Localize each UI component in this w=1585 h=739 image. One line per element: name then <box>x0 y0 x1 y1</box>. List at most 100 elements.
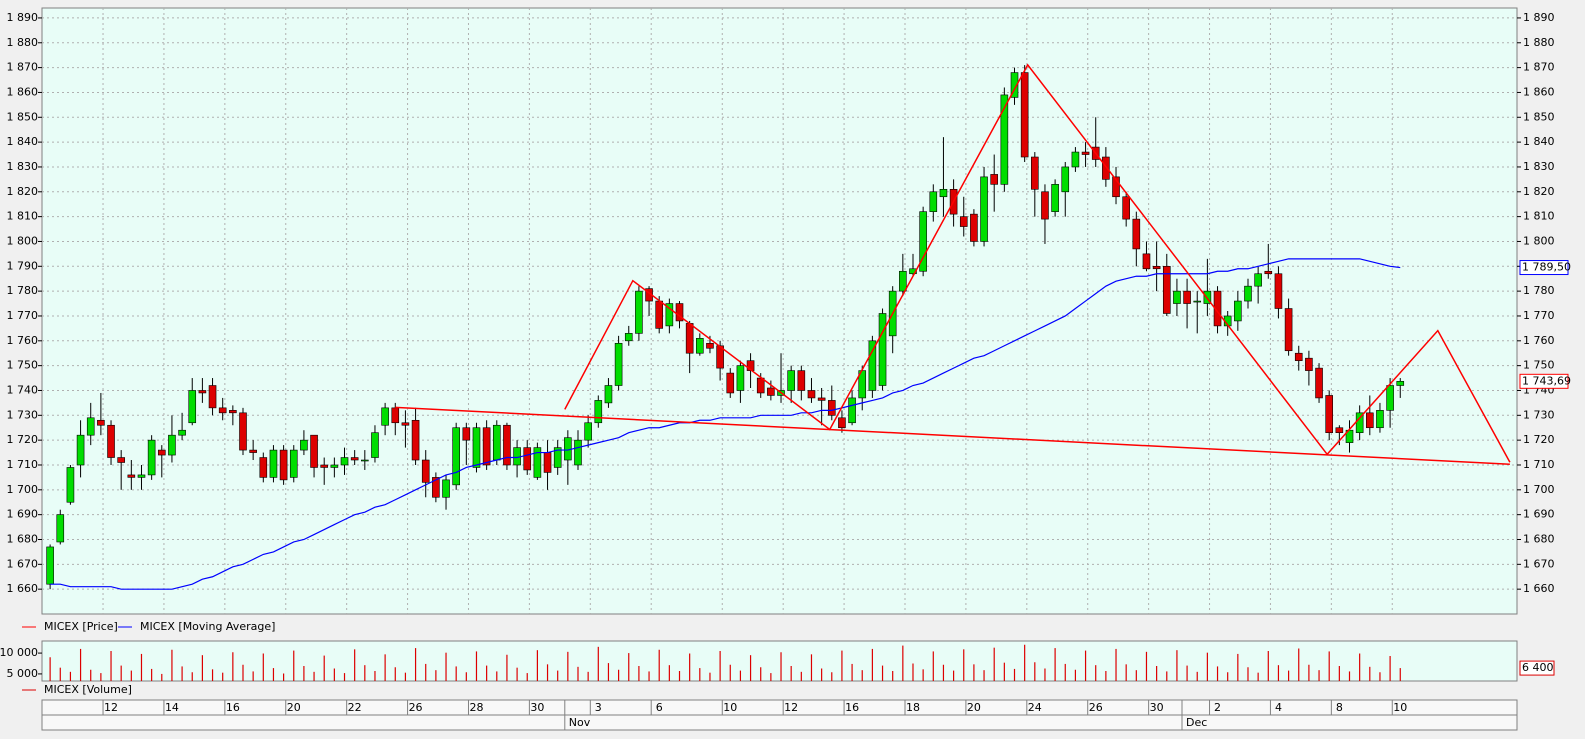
candle-body <box>1213 290 1222 327</box>
x-tick-label: 4 <box>1275 701 1282 714</box>
candle-body <box>817 397 826 401</box>
y-tick-label: 1 880 <box>7 36 39 49</box>
y-tick-label: 1 850 <box>7 110 39 123</box>
candle-body <box>1173 290 1181 304</box>
candle-body <box>320 464 329 468</box>
last-value-box <box>1519 660 1555 676</box>
candle-body <box>1254 273 1262 287</box>
candle-body <box>300 439 308 451</box>
candle-body <box>229 410 237 414</box>
candle-body <box>137 474 146 478</box>
candle-body <box>523 447 532 471</box>
candle-body <box>807 390 816 399</box>
candle-body <box>462 427 471 441</box>
candle-body <box>1041 191 1049 220</box>
candle-body <box>990 174 999 185</box>
last-value-label: 1 789,50 <box>1522 261 1571 274</box>
candle-body <box>1010 72 1019 98</box>
candle-body <box>56 514 65 543</box>
candle-body <box>249 449 257 453</box>
x-tick-label: 6 <box>656 701 663 714</box>
candle-body <box>1061 166 1070 193</box>
candle-body <box>279 449 288 481</box>
y-tick-label: 1 790 <box>7 259 39 272</box>
y-tick-label: 1 680 <box>1523 532 1555 545</box>
candle-body <box>1031 156 1039 190</box>
candle-body <box>86 417 95 436</box>
y-tick-label: 1 680 <box>7 532 39 545</box>
candle-body <box>665 303 674 327</box>
y-tick-label: 1 890 <box>1523 11 1555 24</box>
price-panel <box>41 7 1518 615</box>
candle-body <box>787 370 795 391</box>
y-tick-label: 1 770 <box>1523 309 1555 322</box>
last-value-box <box>1519 260 1569 276</box>
candle-body <box>482 427 491 466</box>
candle-body <box>1020 72 1029 158</box>
pattern-line <box>395 406 1510 465</box>
x-tick-label: 20 <box>967 701 981 714</box>
candle-body <box>1396 381 1405 386</box>
candle-body <box>1284 308 1293 352</box>
candle-body <box>543 452 552 473</box>
y-tick-label: 1 870 <box>7 61 39 74</box>
candle-body <box>117 457 125 463</box>
y-tick-label: 1 760 <box>1523 334 1555 347</box>
candle-body <box>401 422 410 426</box>
candle-body <box>624 333 633 342</box>
y-tick-label: 1 740 <box>7 383 39 396</box>
candle-body <box>289 449 298 478</box>
y-tick-label: 1 690 <box>1523 508 1555 521</box>
last-value-box <box>1519 373 1569 389</box>
candle-body <box>432 477 440 498</box>
y-tick-label: 1 840 <box>1523 135 1555 148</box>
candle-body <box>168 434 176 456</box>
candle-body <box>76 434 85 466</box>
candle-body <box>635 290 643 334</box>
candle-body <box>939 189 948 198</box>
y-tick-label: 1 660 <box>1523 582 1555 595</box>
candle-body <box>533 447 542 478</box>
y-tick-label: 1 870 <box>1523 61 1555 74</box>
candle-body <box>970 213 978 242</box>
x-tick-label: 18 <box>906 701 920 714</box>
legend-label: MICEX [Moving Average] <box>140 620 275 633</box>
candle-body <box>767 387 775 396</box>
candle-body <box>340 457 349 466</box>
candle-body <box>1132 218 1141 250</box>
y-tick-label: 1 750 <box>7 359 39 372</box>
y-tick-label: 1 880 <box>1523 36 1555 49</box>
last-value-label: 1 743,69 <box>1522 374 1571 387</box>
y-tick-label: 1 830 <box>7 160 39 173</box>
candle-body <box>239 412 247 451</box>
month-label: Dec <box>1186 716 1207 729</box>
candle-body <box>1386 385 1394 411</box>
candle-body <box>46 546 54 585</box>
pattern-line <box>564 63 1511 463</box>
y-tick-label: 1 840 <box>7 135 39 148</box>
candle-body <box>1142 253 1151 270</box>
y-tick-label: 1 770 <box>7 309 39 322</box>
candle-body <box>1294 352 1303 361</box>
candle-body <box>107 424 115 458</box>
y-tick-label: 1 660 <box>7 582 39 595</box>
candle-body <box>838 417 846 429</box>
candle-body <box>147 439 156 476</box>
volume-tick-label: 5 000 <box>7 667 39 680</box>
y-tick-label: 1 730 <box>7 408 39 421</box>
candle-body <box>1112 176 1120 198</box>
candle-body <box>594 400 603 424</box>
candle-body <box>1071 151 1080 168</box>
candle-body <box>564 437 572 461</box>
y-tick-label: 1 850 <box>1523 110 1555 123</box>
candle-body <box>604 385 613 404</box>
y-tick-label: 1 820 <box>7 185 39 198</box>
candle-body <box>1152 265 1161 270</box>
candle-body <box>269 449 278 478</box>
candle-body <box>1315 367 1323 399</box>
candle-body <box>1366 412 1374 429</box>
candle-body <box>1325 395 1333 433</box>
candle-body <box>1264 270 1273 275</box>
x-tick-label: 16 <box>845 701 859 714</box>
